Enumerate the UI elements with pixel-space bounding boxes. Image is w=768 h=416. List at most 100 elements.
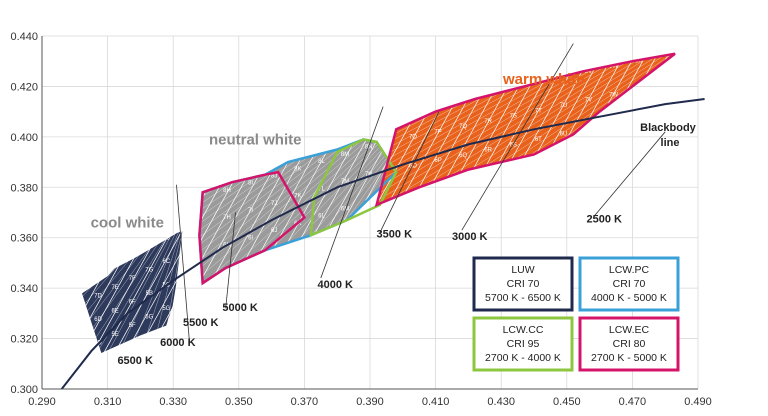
y-tick-label: 0.440 [10,31,38,43]
bin-label: 5Q [459,182,467,188]
bin-divider [396,283,753,307]
bin-divider [674,140,675,205]
bin-label: 6R [484,148,492,154]
cct-label: 3500 K [377,229,413,241]
bin-divider [199,139,397,284]
bin-divider [376,53,675,205]
bin-divider [760,139,768,283]
bin-divider [183,354,514,356]
bin-label: 5F [129,323,136,329]
bin-divider [334,230,402,354]
bin-divider [674,163,675,205]
region-title: warm white [502,71,585,88]
x-tick-label: 0.330 [159,396,187,408]
bin-divider [675,205,768,218]
bin-label: 5S [510,171,517,177]
bin-divider [389,230,457,354]
bin-label: 8M [341,152,349,158]
bin-divider [183,340,470,353]
bin-divider [0,54,9,205]
bin-divider [199,139,397,284]
bin-label: 8J [271,173,277,179]
bin-divider [199,139,397,284]
legend: LUW CRI 70 5700 K - 6500 K LCW.PC CRI 70 4000… [472,256,680,372]
bin-divider [69,54,152,205]
bin-divider [0,139,69,283]
region-title: neutral white [209,131,302,148]
bin-label: 7H [223,215,231,221]
bin-divider [135,54,218,205]
bin-divider [675,198,768,204]
bin-label: 7V [585,98,592,104]
cct-isolines [176,43,666,344]
region-title: cool white [91,215,164,232]
bin-divider [23,139,102,283]
bin-divider [675,205,768,225]
bin-label: 8W [609,64,618,70]
bin-divider [56,139,135,283]
bin-divider [199,139,397,284]
bin-label: 8E [111,261,118,267]
x-tick-label: 0.490 [684,396,712,408]
bin-label: 5U [560,160,568,166]
bin-label: 5T [535,166,542,172]
bin-divider [675,205,768,206]
bin-label: 7O [409,135,417,141]
legend-text: 2700 K - 4000 K [485,352,561,364]
bin-label: 6E [111,308,118,314]
bin-divider [183,348,492,354]
bin-divider [136,230,183,354]
bin-label: 8I [248,181,253,187]
y-tick-label: 0.340 [10,283,38,295]
bin-divider [738,139,768,283]
y-tick-label: 0.420 [10,81,38,93]
legend-text: LUW [511,264,534,276]
bin-label: 7D [94,293,102,299]
bin-divider [762,54,768,205]
bin-label: 8O [409,106,417,112]
y-tick-label: 0.380 [10,182,38,194]
bin-label: 6J [271,228,277,234]
bin-label: 7J [271,201,277,207]
bin-divider [290,230,358,354]
cct-label: 5500 K [183,317,219,329]
bin-label: 7K [294,194,301,200]
bin-divider [674,155,675,205]
bin-divider [376,53,675,205]
legend-text: CRI 80 [613,338,646,350]
legend-box [472,316,574,372]
bin-divider [0,139,25,283]
bin-divider [199,139,397,284]
bin-divider [683,139,762,283]
bin-divider [199,139,397,284]
bin-label: 8L [318,159,325,165]
bin-divider [199,139,397,284]
bin-label: 6W [609,121,618,127]
bin-divider [199,139,397,284]
bin-divider [716,139,768,283]
bin-divider [199,139,397,284]
bin-divider [730,230,768,354]
bin-divider [674,144,675,205]
bin-divider [279,230,347,354]
legend-text: LCW.CC [503,324,544,336]
legend-text: 2700 K - 5000 K [591,352,667,364]
cct-label: 2500 K [586,214,622,226]
bin-divider [376,53,675,205]
bin-divider [91,54,174,205]
bin-divider [376,53,675,205]
bin-label: 7E [111,285,118,291]
cct-isoline [320,106,384,279]
bin-label: 8H [223,188,231,194]
bin-divider [80,54,163,205]
bin-divider [396,203,397,284]
blackbody-label: line [661,137,680,149]
bin-label: 6F [129,300,136,306]
bin-divider [183,354,646,402]
bin-divider [34,139,113,283]
bin-divider [199,139,397,284]
outline-lcw-cc [309,138,398,238]
bin-divider [199,139,397,284]
x-tick-label: 0.350 [225,396,253,408]
bin-divider [675,202,768,205]
